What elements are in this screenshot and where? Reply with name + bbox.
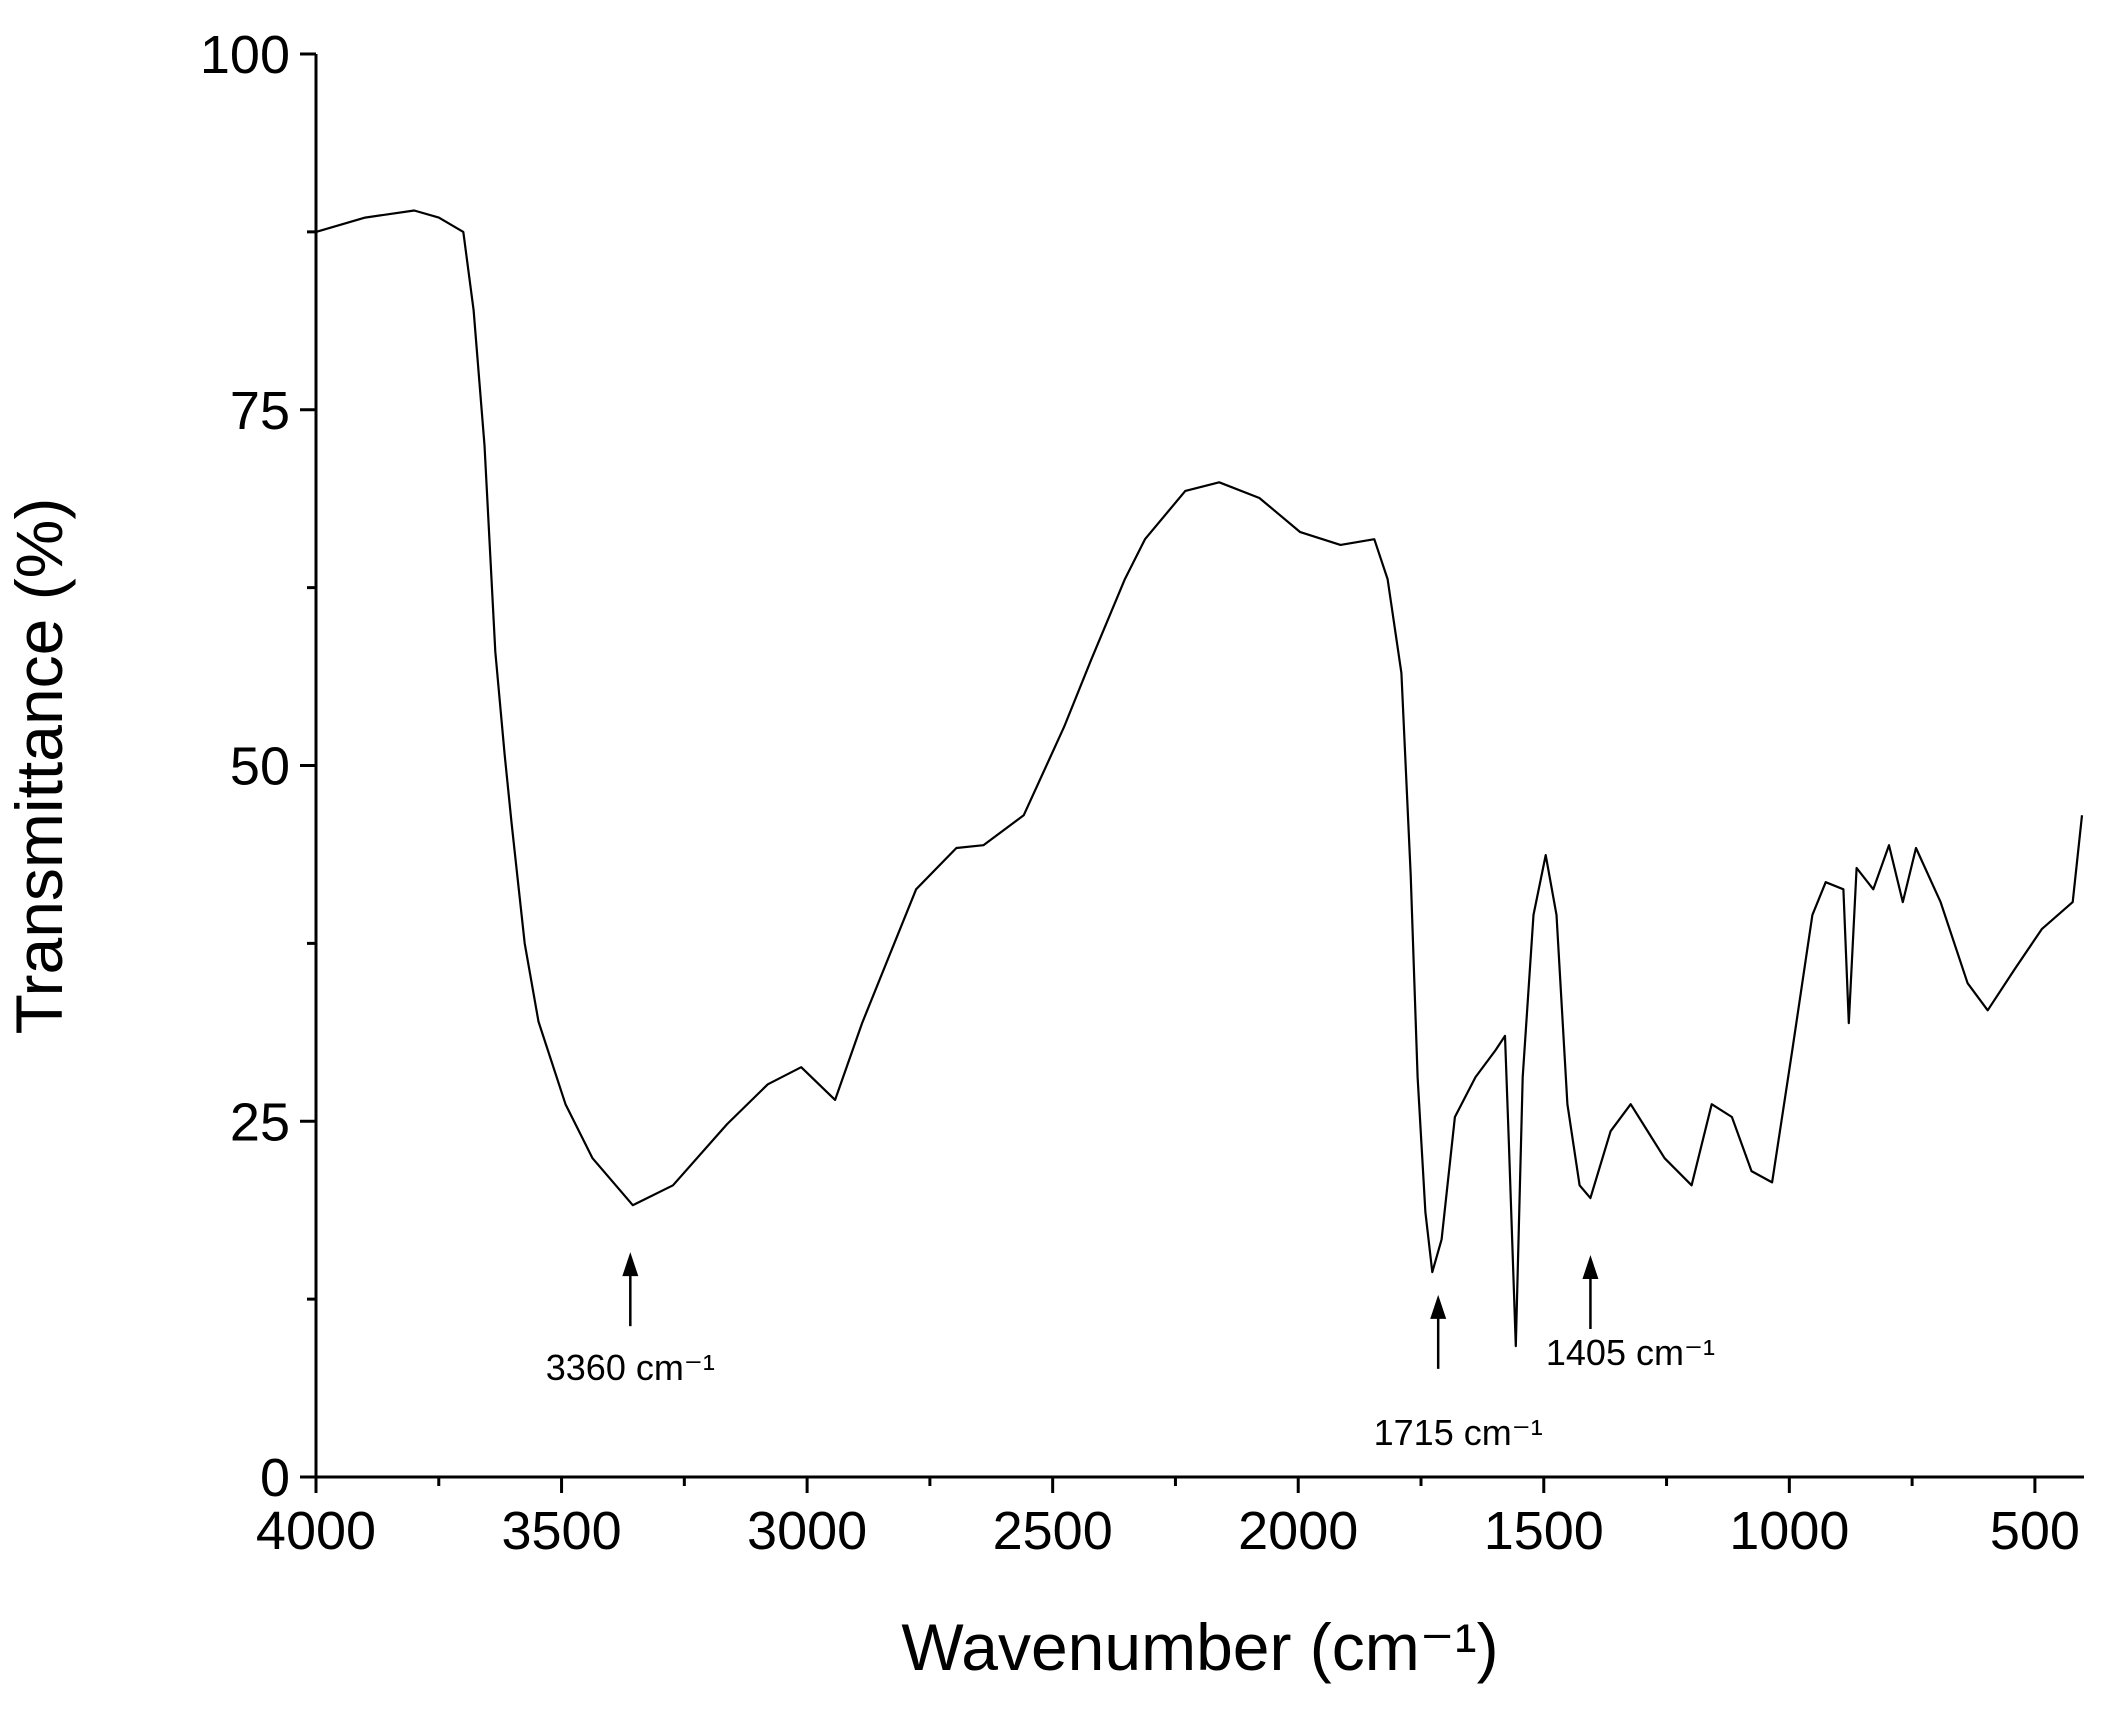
y-tick-label: 0 xyxy=(260,1448,290,1508)
x-tick-label: 3000 xyxy=(747,1501,867,1561)
y-tick-label: 50 xyxy=(230,737,290,797)
arrow-part xyxy=(622,1252,639,1277)
annotation-arrow xyxy=(1582,1255,1599,1330)
annotation-arrow xyxy=(1430,1294,1447,1369)
x-tick-label: 1500 xyxy=(1484,1501,1604,1561)
annotation-label: 1405 cm⁻¹ xyxy=(1546,1332,1715,1373)
annotation-label: 1715 cm⁻¹ xyxy=(1374,1412,1543,1453)
spectrum-line xyxy=(315,209,2084,1348)
y-axis-title: Transmittance (%) xyxy=(2,498,76,1035)
y-tick-label: 100 xyxy=(200,25,290,85)
x-tick-label: 2500 xyxy=(993,1501,1113,1561)
annotation-arrow xyxy=(622,1252,639,1327)
x-tick-label: 500 xyxy=(1990,1501,2080,1561)
y-tick-label: 25 xyxy=(230,1092,290,1152)
x-tick-label: 2000 xyxy=(1238,1501,1358,1561)
annotation-label: 3360 cm⁻¹ xyxy=(546,1347,715,1388)
y-tick-label: 75 xyxy=(230,381,290,441)
arrow-part xyxy=(1582,1255,1599,1280)
x-tick-label: 4000 xyxy=(256,1501,376,1561)
x-axis-title: Wavenumber (cm⁻¹) xyxy=(901,1610,1498,1684)
arrow-part xyxy=(1430,1294,1447,1319)
x-tick-label: 1000 xyxy=(1729,1501,1849,1561)
x-tick-label: 3500 xyxy=(501,1501,621,1561)
